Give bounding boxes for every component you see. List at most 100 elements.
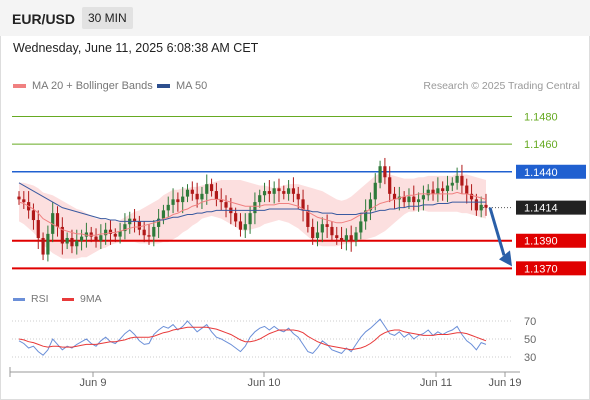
candle-body: [152, 226, 156, 237]
candle-body: [137, 221, 141, 230]
candle-body: [426, 189, 430, 196]
credit-text: Research © 2025 Trading Central: [423, 80, 580, 92]
candle-body: [436, 188, 440, 194]
legend-rsi-label: RSI: [31, 293, 49, 305]
candle-body: [65, 237, 69, 244]
candle-body: [450, 182, 454, 186]
candle-body: [84, 232, 89, 237]
candle-body: [104, 229, 108, 236]
x-tick-label: Jun 11: [420, 377, 452, 389]
candle-body: [378, 166, 382, 183]
candle-body: [330, 226, 334, 236]
candle-body: [402, 196, 406, 203]
candle-body: [224, 202, 228, 208]
candle-body: [243, 224, 247, 230]
candle-body: [181, 196, 185, 203]
candle-body: [474, 199, 478, 211]
candle-body: [320, 224, 324, 233]
candle-body: [335, 235, 339, 238]
candle-body: [200, 193, 204, 200]
candle-body: [79, 236, 84, 241]
timeframe-badge[interactable]: 30 MIN: [82, 7, 133, 29]
level-label: 1.1390: [524, 236, 558, 248]
candle-body: [267, 191, 271, 194]
rsi-ma-swatch: [62, 297, 74, 301]
candle-body: [469, 193, 474, 200]
candle-body: [272, 188, 276, 194]
legend-ma20: MA 20 + Bollinger Bands: [13, 80, 153, 92]
header-bar: EUR/USD 30 MIN: [0, 0, 590, 36]
candle-body: [171, 199, 175, 205]
candle-body: [262, 191, 267, 196]
candle-body: [22, 199, 26, 203]
candle-body: [388, 177, 392, 194]
level-label: 1.1460: [524, 139, 558, 151]
candle-body: [277, 188, 281, 192]
rsi-line: [18, 318, 487, 356]
candle-body: [455, 175, 459, 183]
legend-rsi: RSI: [13, 293, 49, 305]
candle-body: [157, 218, 161, 227]
candle-body: [421, 195, 426, 200]
candle-body: [118, 231, 122, 237]
candle-body: [306, 210, 310, 227]
candle-body: [296, 193, 300, 200]
candle-body: [253, 202, 257, 214]
legend-ma50-label: MA 50: [176, 80, 208, 92]
candle-body: [344, 235, 348, 241]
candle-body: [368, 199, 373, 211]
candle-body: [36, 220, 40, 238]
candle-body: [205, 184, 209, 194]
candle-body: [113, 233, 117, 237]
candle-body: [349, 235, 353, 241]
bollinger-band: [19, 173, 486, 259]
candle-body: [51, 213, 55, 234]
candle-body: [441, 188, 445, 192]
rsi-ma-line: [18, 326, 487, 351]
projection-arrow-shaft: [488, 207, 506, 256]
candle-body: [412, 196, 416, 203]
candle-body: [282, 191, 286, 194]
candle-body: [431, 189, 435, 194]
level-label: 1.1480: [524, 112, 558, 124]
candle-body: [354, 232, 358, 241]
candle-body: [291, 188, 296, 194]
level-label-box: [516, 200, 586, 215]
candle-body: [99, 235, 103, 241]
candle-body: [142, 229, 146, 236]
projection-arrow-head: [499, 250, 512, 267]
rsi-tick-label: 30: [524, 352, 536, 364]
symbol-label: EUR/USD: [12, 11, 76, 27]
candle-body: [94, 236, 98, 241]
level-label-box: [516, 233, 586, 248]
candle-body: [185, 189, 190, 197]
level-label: 1.1414: [524, 203, 558, 215]
candle-body: [108, 229, 113, 234]
candle-body: [479, 204, 483, 211]
candle-body: [460, 175, 464, 186]
x-tick-label: Jun 9: [80, 377, 107, 389]
candle-body: [55, 213, 60, 227]
candle-body: [301, 199, 305, 211]
level-label-box: [516, 261, 586, 276]
date-line: Wednesday, June 11, 2025 6:08:38 AM CET: [13, 41, 259, 55]
candle-body: [325, 224, 329, 227]
candle-body: [258, 195, 262, 203]
candle-body: [46, 233, 50, 255]
candle-body: [195, 193, 199, 200]
ma20-line: [18, 191, 487, 236]
candle-body: [339, 237, 344, 241]
legend-rsi-ma: 9MA: [62, 293, 102, 305]
candle-body: [287, 188, 291, 194]
rsi-tick-label: 70: [524, 316, 536, 328]
ma50-swatch: [157, 84, 170, 89]
candle-body: [383, 166, 387, 178]
candle-body: [234, 213, 238, 222]
candle-body: [60, 226, 64, 244]
candle-body: [190, 189, 194, 194]
ma50-line: [18, 182, 486, 222]
x-tick-label: Jun 19: [488, 377, 521, 389]
candle-body: [373, 182, 377, 200]
candle-body: [161, 210, 166, 219]
